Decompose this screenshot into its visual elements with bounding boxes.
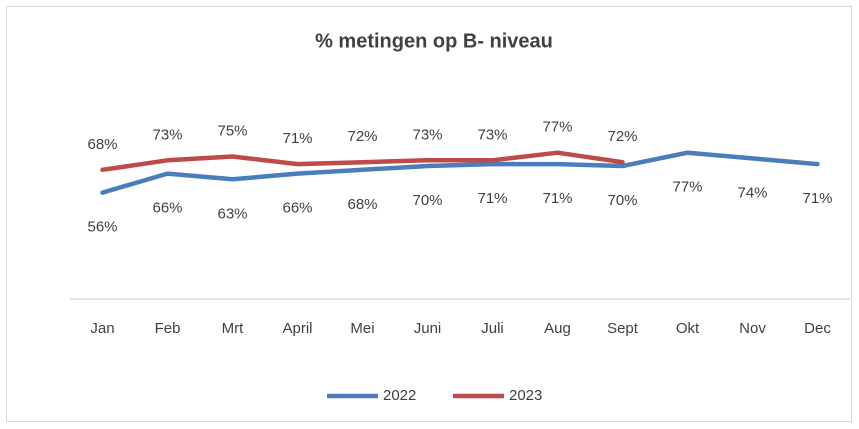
data-label: 71% (282, 130, 312, 147)
legend-label: 2022 (383, 387, 416, 404)
x-tick-label: Sept (607, 320, 639, 337)
data-label: 75% (217, 122, 247, 139)
x-tick-label: Juli (481, 320, 504, 337)
data-label: 73% (477, 126, 507, 143)
x-tick-label: Nov (739, 320, 766, 337)
chart-frame (6, 6, 852, 422)
data-label: 66% (152, 200, 182, 217)
x-tick-label: April (282, 320, 312, 337)
data-label: 68% (347, 196, 377, 213)
data-label: 72% (347, 128, 377, 145)
x-tick-label: Juni (414, 320, 442, 337)
data-label: 71% (542, 190, 572, 207)
data-label: 73% (152, 126, 182, 143)
data-label: 74% (737, 184, 767, 201)
legend-label: 2023 (509, 387, 542, 404)
chart-title: % metingen op B- niveau (315, 30, 553, 52)
data-label: 70% (412, 192, 442, 209)
x-tick-label: Aug (544, 320, 571, 337)
series-line (100, 150, 820, 195)
data-label: 66% (282, 200, 312, 217)
series-line (100, 150, 625, 173)
data-label: 71% (802, 190, 832, 207)
x-tick-label: Dec (804, 320, 831, 337)
x-tick-label: Feb (155, 320, 181, 337)
data-label: 73% (412, 126, 442, 143)
data-label: 56% (87, 219, 117, 236)
data-label: 71% (477, 190, 507, 207)
data-label: 72% (607, 128, 637, 145)
data-label: 68% (87, 136, 117, 153)
data-label: 77% (542, 119, 572, 136)
data-label: 63% (217, 205, 247, 222)
x-tick-label: Okt (676, 320, 700, 337)
x-tick-label: Mrt (222, 320, 244, 337)
x-tick-label: Mei (350, 320, 374, 337)
data-label: 70% (607, 192, 637, 209)
x-tick-label: Jan (90, 320, 114, 337)
data-label: 77% (672, 179, 702, 196)
